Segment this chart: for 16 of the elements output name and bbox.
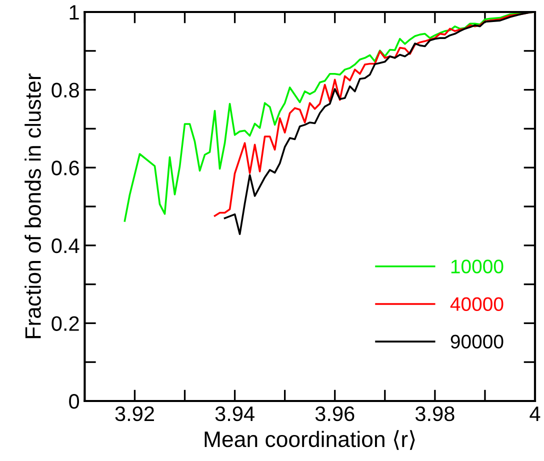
x-tick-label: 3.92: [115, 406, 154, 422]
y-axis-title: Fraction of bonds in cluster: [24, 73, 41, 338]
x-axis-title: Mean coordination ⟨r⟩: [204, 430, 415, 450]
x-tick-label: 4: [530, 406, 540, 421]
y-tick-label: 1: [70, 5, 79, 20]
x-tick-label: 3.94: [215, 406, 254, 422]
y-tick-label: 0.8: [52, 82, 79, 98]
y-tick-label: 0.4: [52, 238, 80, 254]
legend-label: 40000: [450, 297, 504, 311]
y-tick-label: 0: [69, 394, 80, 409]
y-tick-label: 0.2: [52, 316, 79, 331]
y-tick-label: 0.6: [52, 160, 79, 176]
legend-label: 90000: [450, 334, 504, 349]
x-tick-label: 3.98: [415, 406, 454, 422]
x-tick-label: 3.96: [315, 406, 354, 422]
legend-label: 10000: [451, 260, 504, 274]
